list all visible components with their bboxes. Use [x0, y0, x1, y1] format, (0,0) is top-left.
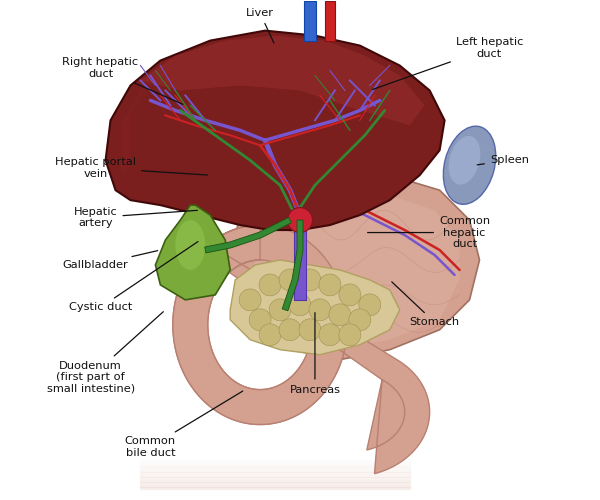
Polygon shape [173, 225, 430, 474]
Circle shape [319, 324, 341, 345]
Text: Pancreas: Pancreas [289, 312, 340, 394]
Circle shape [259, 324, 281, 345]
Polygon shape [203, 255, 317, 394]
Circle shape [249, 309, 271, 331]
Circle shape [269, 299, 291, 321]
Polygon shape [250, 175, 460, 350]
Text: Liver: Liver [246, 8, 274, 43]
Ellipse shape [443, 126, 496, 204]
Polygon shape [121, 66, 190, 175]
Circle shape [299, 319, 321, 340]
Polygon shape [282, 220, 303, 311]
Text: Hepatic
artery: Hepatic artery [74, 207, 197, 229]
Text: Cystic duct: Cystic duct [69, 242, 198, 312]
Polygon shape [140, 36, 425, 126]
Polygon shape [173, 225, 347, 424]
Circle shape [309, 299, 331, 321]
Polygon shape [225, 150, 479, 360]
Polygon shape [230, 260, 400, 354]
Text: Duodenum
(first part of
small intestine): Duodenum (first part of small intestine) [47, 312, 163, 394]
Circle shape [349, 309, 371, 331]
Text: Stomach: Stomach [392, 282, 460, 328]
Polygon shape [155, 205, 230, 300]
Polygon shape [325, 0, 335, 40]
Ellipse shape [175, 220, 205, 270]
Circle shape [319, 274, 341, 296]
Text: Right hepatic
duct: Right hepatic duct [62, 57, 183, 104]
Circle shape [259, 274, 281, 296]
Circle shape [239, 289, 261, 311]
Text: Gallbladder: Gallbladder [62, 250, 158, 270]
Circle shape [289, 294, 311, 316]
Circle shape [279, 269, 301, 291]
Circle shape [339, 284, 361, 306]
Circle shape [279, 319, 301, 340]
Polygon shape [106, 30, 445, 230]
Polygon shape [304, 0, 316, 40]
Circle shape [287, 208, 313, 233]
Text: Spleen: Spleen [477, 155, 529, 165]
Polygon shape [205, 218, 292, 253]
Text: Common
hepatic
duct: Common hepatic duct [368, 216, 490, 249]
Text: Common
bile duct: Common bile duct [125, 391, 243, 458]
Polygon shape [294, 215, 306, 300]
Circle shape [359, 294, 381, 316]
Circle shape [339, 324, 361, 345]
Circle shape [299, 269, 321, 291]
Text: Hepatic portal
vein: Hepatic portal vein [55, 157, 208, 178]
Ellipse shape [449, 136, 481, 184]
Circle shape [329, 304, 351, 326]
Text: Left hepatic
duct: Left hepatic duct [373, 38, 523, 90]
